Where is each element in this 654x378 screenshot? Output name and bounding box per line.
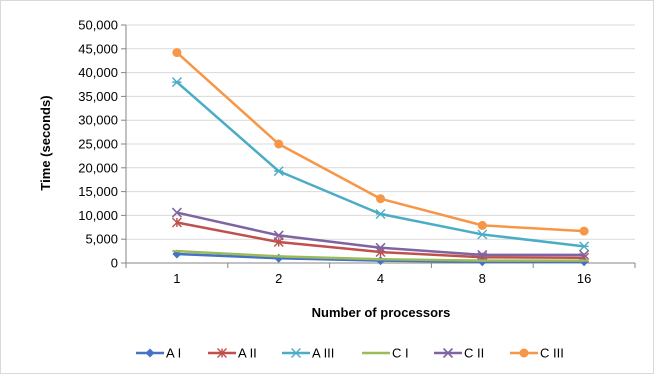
data-point-c-ii-8 [477,249,488,260]
y-tick-label: 5,000 [85,232,118,247]
data-point-a-iii-2 [273,166,284,177]
data-point-a-iii-16 [579,241,590,252]
legend-label: C I [392,346,409,361]
legend-item-c-ii: C II [434,346,484,361]
y-tick-labels: 0 5,000 10,000 15,000 20,000 25,000 30,000 35,0… [78,18,118,271]
series-c-ii [171,207,590,260]
legend-item-a-ii: A II [208,346,257,361]
legend-item-a-iii: A III [282,346,334,361]
legend-label: A II [238,346,257,361]
y-tick-label: 35,000 [78,89,118,104]
y-tick-label: 30,000 [78,113,118,128]
data-point-c-iii-1 [172,48,182,58]
legend: A I A II A III C I C II C III [136,346,564,361]
data-point-a-iii-1 [171,77,182,88]
x-tick-label-1: 1 [173,271,180,286]
series-group [171,48,590,267]
y-tick-label: 10,000 [78,208,118,223]
data-point-c-ii-2 [273,230,284,241]
series-a-iii [171,77,590,252]
series-c-iii [172,48,589,236]
series-line-c-iii [176,51,585,233]
legend-item-a-i: A I [136,346,181,361]
data-point-a-ii-1 [171,217,182,228]
y-tick-label: 25,000 [78,137,118,152]
x-tick-label-16: 16 [577,271,591,286]
x-tick-label-8: 8 [479,271,486,286]
data-point-c-iii-4 [376,194,385,204]
axes [121,24,636,268]
legend-label: C III [540,346,564,361]
y-tick-label: 40,000 [78,65,118,80]
y-tick-label: 0 [111,256,118,271]
data-point-c-ii-4 [375,242,386,253]
legend-label: A I [166,346,181,361]
legend-item-c-i: C I [362,346,409,361]
legend-label: A III [312,346,334,361]
data-point-c-iii-8 [477,220,487,230]
data-point-a-i-4 [376,256,385,266]
data-point-a-iii-4 [375,208,386,219]
legend-marker [291,348,301,358]
x-axis-title: Number of processors [312,305,451,320]
data-point-c-ii-1 [171,207,182,218]
data-point-c-iii-2 [274,139,284,149]
legend-marker [145,348,155,358]
legend-marker [442,347,454,359]
y-axis-title: Time (seconds) [38,95,53,190]
series-c-i [172,249,589,262]
data-point-c-ii-16 [579,249,590,260]
x-tick-label-2: 2 [275,271,282,286]
legend-label: C II [464,346,484,361]
legend-marker [217,348,227,358]
x-tick-labels: 1 2 4 8 16 [173,271,591,286]
data-point-a-iii-8 [477,229,488,240]
gridlines [126,24,635,240]
y-tick-label: 15,000 [78,184,118,199]
legend-marker [519,348,529,358]
y-tick-label: 50,000 [78,18,118,33]
y-tick-label: 20,000 [78,160,118,175]
legend-item-c-iii: C III [510,346,564,361]
x-tick-label-4: 4 [377,271,384,286]
data-point-c-iii-16 [579,226,589,236]
y-tick-label: 45,000 [78,41,118,56]
